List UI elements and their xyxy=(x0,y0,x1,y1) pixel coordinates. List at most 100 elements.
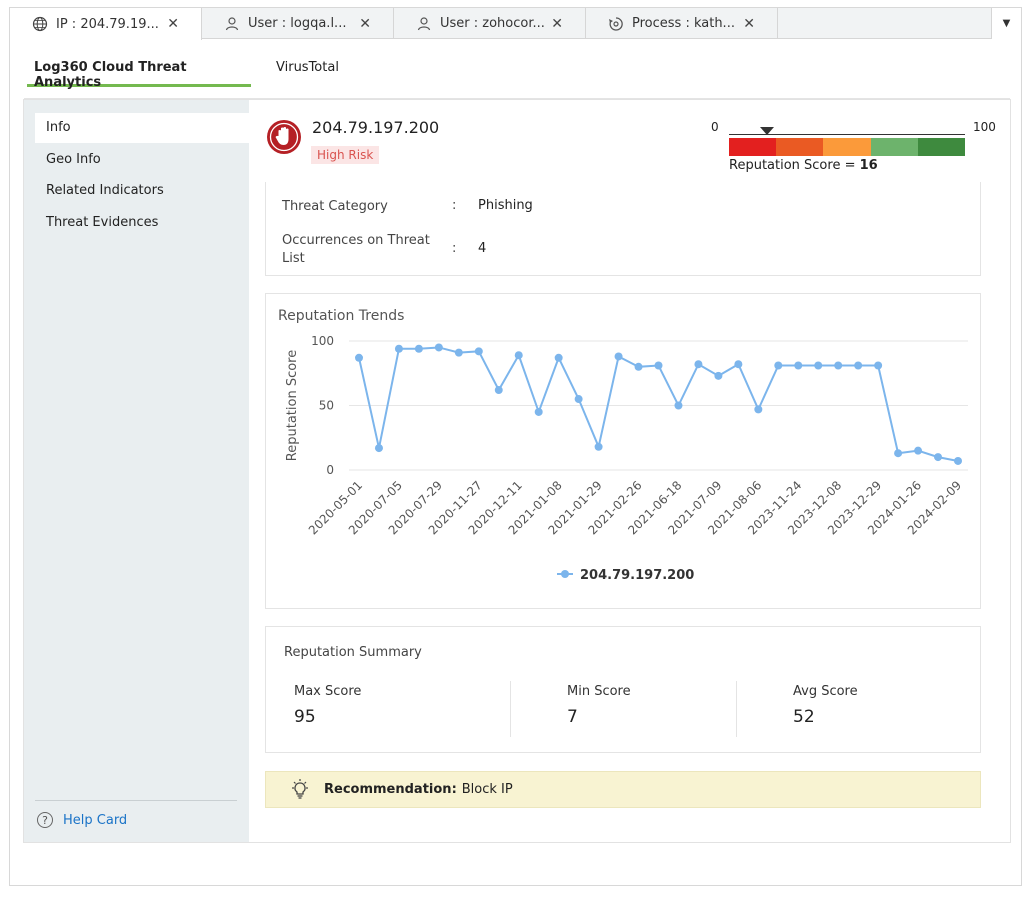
avg-score-stat: Avg Score 52 xyxy=(793,684,858,727)
left-nav: Info Geo Info Related Indicators Threat … xyxy=(24,100,249,842)
risk-badge: High Risk xyxy=(311,146,380,164)
scale-segment xyxy=(870,138,918,156)
tab-label: User : zohocor... xyxy=(440,16,545,31)
indicator-title: 204.79.197.200 xyxy=(312,118,440,137)
close-icon[interactable]: ✕ xyxy=(167,16,179,32)
nav-item-info[interactable]: Info xyxy=(35,113,249,143)
data-point xyxy=(394,344,403,353)
colon: : xyxy=(452,198,457,213)
colon: : xyxy=(452,241,457,256)
reputation-color-scale xyxy=(729,138,966,156)
data-point xyxy=(874,361,883,370)
data-point xyxy=(654,361,663,370)
user-icon xyxy=(417,16,431,30)
data-point xyxy=(714,371,723,380)
tab-log360-cloud-threat-analytics[interactable]: Log360 Cloud Threat Analytics xyxy=(27,60,251,90)
data-point xyxy=(494,386,503,395)
tab-label: IP : 204.79.19... xyxy=(56,16,159,32)
reputation-score: Reputation Score = 16 xyxy=(729,158,878,173)
data-point xyxy=(894,449,903,458)
data-point xyxy=(634,362,643,371)
data-point xyxy=(934,453,943,462)
data-point xyxy=(794,361,803,370)
help-card-label: Help Card xyxy=(63,812,128,828)
max-score-value: 95 xyxy=(294,707,316,727)
data-point xyxy=(834,361,843,370)
reputation-score-value: 16 xyxy=(859,158,878,173)
data-point xyxy=(734,360,743,369)
close-icon[interactable]: ✕ xyxy=(551,16,563,32)
nav-item-threat-evidences[interactable]: Threat Evidences xyxy=(46,215,159,230)
reputation-summary-card: Reputation Summary Max Score 95 Min Scor… xyxy=(265,626,981,753)
scale-max-label: 100 xyxy=(973,120,996,134)
help-icon: ? xyxy=(37,812,53,828)
analytics-source-tabs: Log360 Cloud Threat Analytics VirusTotal xyxy=(27,60,1012,90)
recommendation-value: Block IP xyxy=(461,782,513,797)
data-point xyxy=(434,343,443,352)
data-point xyxy=(754,405,763,414)
scale-segment xyxy=(917,138,966,156)
tab-overflow-dropdown[interactable]: ▼ xyxy=(991,8,1021,39)
scale-axis-line xyxy=(729,134,965,135)
max-score-stat: Max Score 95 xyxy=(294,684,361,727)
legend-label: 204.79.197.200 xyxy=(580,568,694,583)
data-point xyxy=(914,446,923,455)
summary-divider xyxy=(736,681,737,737)
details-panel: Info Geo Info Related Indicators Threat … xyxy=(23,99,1011,843)
subtab-divider xyxy=(24,98,1010,99)
data-point xyxy=(854,361,863,370)
y-tick-label: 0 xyxy=(326,463,334,477)
data-point xyxy=(774,361,783,370)
data-point xyxy=(614,352,623,361)
close-icon[interactable]: ✕ xyxy=(743,16,755,32)
threat-analytics-window: IP : 204.79.19... ✕ User : logqa.l... ✕ … xyxy=(9,7,1022,886)
threat-category-label: Threat Category xyxy=(282,199,388,214)
chart-title: Reputation Trends xyxy=(278,308,405,324)
occurrences-value: 4 xyxy=(478,241,487,256)
recommendation-banner: Recommendation: Block IP xyxy=(265,771,981,808)
reputation-trends-card: Reputation Trends 0 50 100 Reputation Score… xyxy=(265,293,981,609)
data-point xyxy=(514,351,523,360)
process-icon xyxy=(609,16,623,31)
summary-divider xyxy=(510,681,511,737)
tab-label: User : logqa.l... xyxy=(248,16,347,31)
data-point xyxy=(674,401,683,410)
tab-process[interactable]: Process : kath... ✕ xyxy=(586,8,778,39)
data-point xyxy=(534,407,543,416)
tab-virustotal[interactable]: VirusTotal xyxy=(276,60,339,75)
min-score-label: Min Score xyxy=(567,684,631,699)
data-point xyxy=(574,395,583,404)
entity-tab-bar: IP : 204.79.19... ✕ User : logqa.l... ✕ … xyxy=(10,8,1021,40)
close-icon[interactable]: ✕ xyxy=(359,16,371,32)
scale-segment xyxy=(823,138,871,156)
tab-ip[interactable]: IP : 204.79.19... ✕ xyxy=(10,8,202,40)
min-score-value: 7 xyxy=(567,707,578,727)
data-point xyxy=(814,361,823,370)
avg-score-value: 52 xyxy=(793,707,815,727)
data-point xyxy=(414,344,423,353)
scale-segment xyxy=(729,138,777,156)
user-icon xyxy=(225,16,239,30)
caret-down-icon: ▼ xyxy=(1002,18,1011,29)
tab-user-logqa[interactable]: User : logqa.l... ✕ xyxy=(202,8,394,39)
nav-item-related-indicators[interactable]: Related Indicators xyxy=(46,183,164,198)
min-score-stat: Min Score 7 xyxy=(567,684,631,727)
summary-title: Reputation Summary xyxy=(284,645,422,660)
help-card-link[interactable]: ? Help Card xyxy=(37,812,127,828)
scale-segment xyxy=(776,138,824,156)
data-point xyxy=(474,347,483,356)
avg-score-label: Avg Score xyxy=(793,684,858,699)
threat-category-value: Phishing xyxy=(478,198,533,213)
nav-item-geo-info[interactable]: Geo Info xyxy=(46,152,101,167)
reputation-score-label: Reputation Score = xyxy=(729,158,860,173)
data-point xyxy=(454,348,463,357)
max-score-label: Max Score xyxy=(294,684,362,699)
tab-user-zohocorp[interactable]: User : zohocor... ✕ xyxy=(394,8,586,39)
occurrences-label: Occurrences on Threat List xyxy=(282,233,430,266)
y-tick-label: 100 xyxy=(311,334,334,348)
data-point xyxy=(954,456,962,465)
data-point xyxy=(554,353,563,362)
globe-icon xyxy=(32,16,48,32)
data-point xyxy=(694,360,703,369)
